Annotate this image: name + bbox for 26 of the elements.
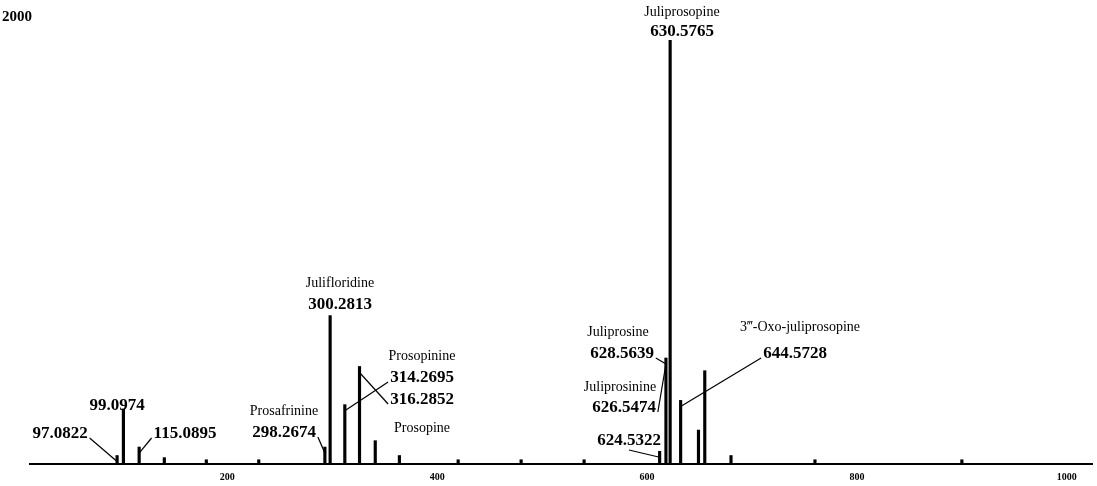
annotation: Juliprosine xyxy=(587,323,649,339)
x-tick-label: 200 xyxy=(219,470,235,482)
annotation: 298.2674 xyxy=(252,422,317,442)
annotation: 300.2813 xyxy=(308,294,372,314)
annotation: 115.0895 xyxy=(153,423,217,443)
annotation: Prosafrinine xyxy=(249,402,319,418)
annotation: 3‴-Oxo-juliprosopine xyxy=(739,318,861,334)
annotation: Julifloridine xyxy=(305,274,375,290)
x-tick-label: 600 xyxy=(639,470,655,482)
annotation: 314.2695 xyxy=(390,367,454,387)
annotation: 626.5474 xyxy=(592,397,657,417)
annotation: 628.5639 xyxy=(590,343,654,363)
annotation: 99.0974 xyxy=(89,395,146,415)
annotation: 630.5765 xyxy=(650,21,714,41)
annotation: 644.5728 xyxy=(763,343,827,363)
annotation: 624.5322 xyxy=(597,430,661,450)
annotation: 316.2852 xyxy=(390,389,454,409)
annotation: Prosopine xyxy=(394,419,450,435)
annotation: Prosopinine xyxy=(388,347,456,363)
text: 2000 xyxy=(2,8,32,25)
x-tick-label: 400 xyxy=(429,470,445,482)
x-tick-label: 1000 xyxy=(1056,470,1077,482)
annotation: Juliprosopine xyxy=(644,3,720,19)
annotation: 97.0822 xyxy=(32,423,88,443)
x-tick-label: 800 xyxy=(849,470,865,482)
annotation: Juliprosinine xyxy=(583,378,657,394)
